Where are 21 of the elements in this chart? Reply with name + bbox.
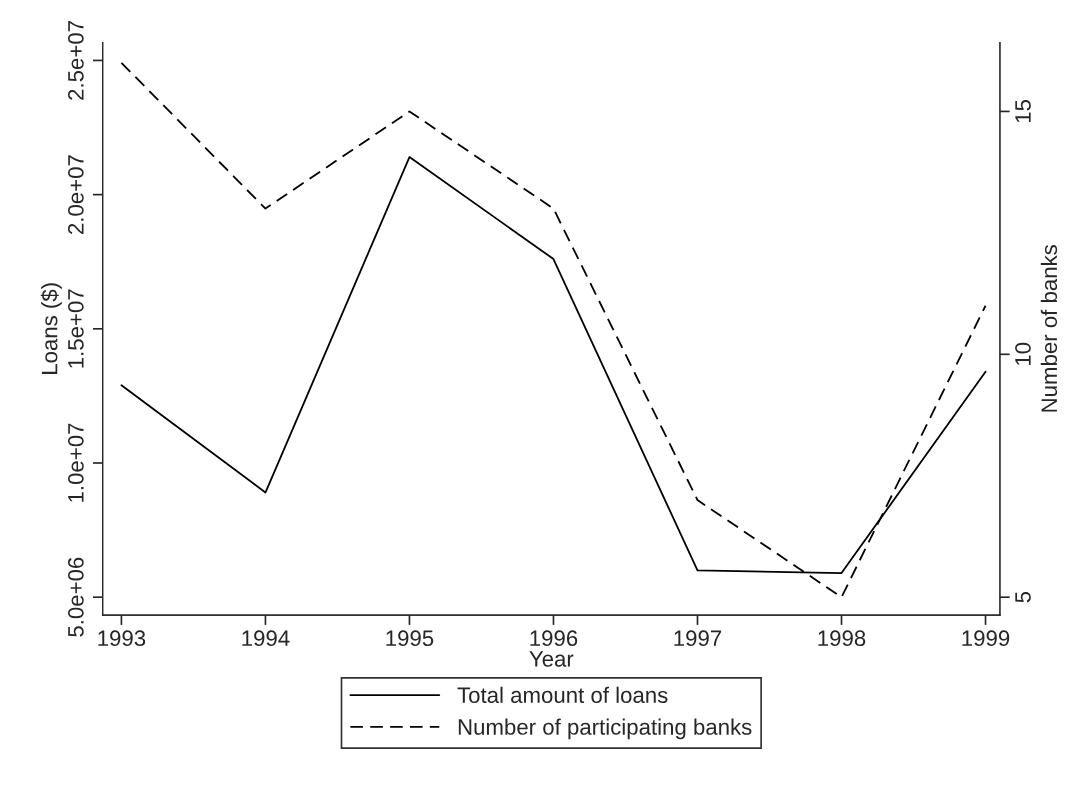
x-tick-label: 1997 xyxy=(674,630,722,647)
y-tick-label: 1.5e+07 xyxy=(67,289,84,368)
y2-tick-label: 10 xyxy=(1015,342,1031,365)
x-tick-label: 1994 xyxy=(242,630,290,647)
x-tick-label: 1996 xyxy=(530,630,578,647)
y2-axis-title: Number of banks xyxy=(1040,245,1058,412)
y2-tick-label: 15 xyxy=(1015,100,1031,123)
x-tick-label: 1995 xyxy=(386,630,434,647)
x-axis-title: Year xyxy=(529,651,574,667)
x-tick-label: 1998 xyxy=(818,630,866,647)
y-tick-label: 1.0e+07 xyxy=(67,423,84,502)
line-series xyxy=(120,61,987,599)
x-tick-label: 1999 xyxy=(962,630,1010,647)
y-tick-label: 2.0e+07 xyxy=(67,155,84,234)
y-axis-title: Loans ($) xyxy=(40,283,62,374)
y-tick-label: 5.0e+06 xyxy=(67,557,84,637)
y-tick-label: 2.5e+07 xyxy=(67,21,84,100)
legend-label: Number of participating banks xyxy=(458,718,752,740)
x-tick-label: 1993 xyxy=(98,630,146,647)
legend-label: Total amount of loans xyxy=(457,686,668,704)
y2-tick-label: 5 xyxy=(1015,591,1031,603)
